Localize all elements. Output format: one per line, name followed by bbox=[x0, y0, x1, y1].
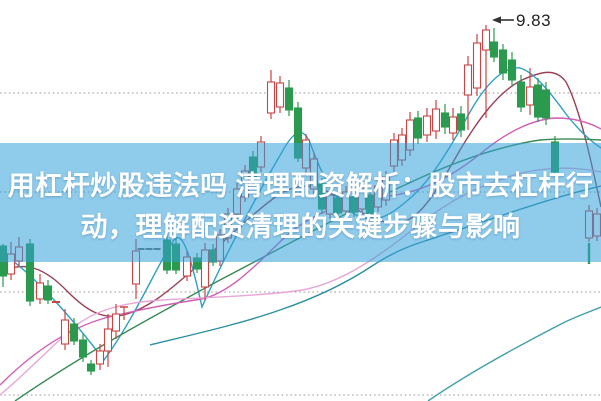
candle-down bbox=[541, 89, 551, 119]
candle-down bbox=[86, 363, 96, 372]
ma-line-teal2 bbox=[427, 306, 601, 401]
candle-up bbox=[266, 81, 276, 114]
candle-up bbox=[60, 319, 70, 345]
candle-down bbox=[507, 59, 517, 81]
candle-up bbox=[103, 328, 113, 352]
candle-down bbox=[43, 285, 53, 301]
candle-up bbox=[472, 42, 482, 89]
candle-down bbox=[284, 87, 294, 111]
candle-down bbox=[489, 41, 499, 58]
candle-down bbox=[516, 81, 526, 108]
headline-band: 用杠杆炒股违法吗 清理配资解析：股市去杠杆行 动，理解配资清理的关键步骤与影响 bbox=[0, 143, 601, 262]
candle-down bbox=[69, 323, 79, 342]
candle-up bbox=[481, 29, 491, 51]
candle-down bbox=[78, 339, 88, 358]
candle-up bbox=[463, 64, 473, 96]
headline-line-2: 动，理解配资清理的关键步骤与影响 bbox=[80, 212, 521, 242]
candle-up bbox=[35, 282, 45, 300]
price-arrow-icon bbox=[492, 16, 514, 24]
peak-price-label: 9.83 bbox=[516, 11, 552, 30]
candle-down bbox=[413, 117, 423, 139]
headline-line-1: 用杠杆炒股违法吗 清理配资解析：股市去杠杆行 bbox=[7, 171, 594, 201]
candle-up bbox=[275, 82, 285, 108]
candle-up bbox=[111, 313, 121, 332]
candle-up bbox=[422, 115, 432, 136]
candle-down bbox=[456, 113, 466, 131]
candle-down bbox=[440, 112, 450, 128]
candle-down bbox=[498, 49, 508, 74]
candle-up bbox=[448, 116, 458, 134]
candle-up bbox=[431, 108, 441, 132]
headline-band-background bbox=[0, 143, 601, 262]
candle-down bbox=[533, 84, 543, 118]
candle-up bbox=[95, 350, 105, 365]
candle-up bbox=[525, 86, 535, 106]
